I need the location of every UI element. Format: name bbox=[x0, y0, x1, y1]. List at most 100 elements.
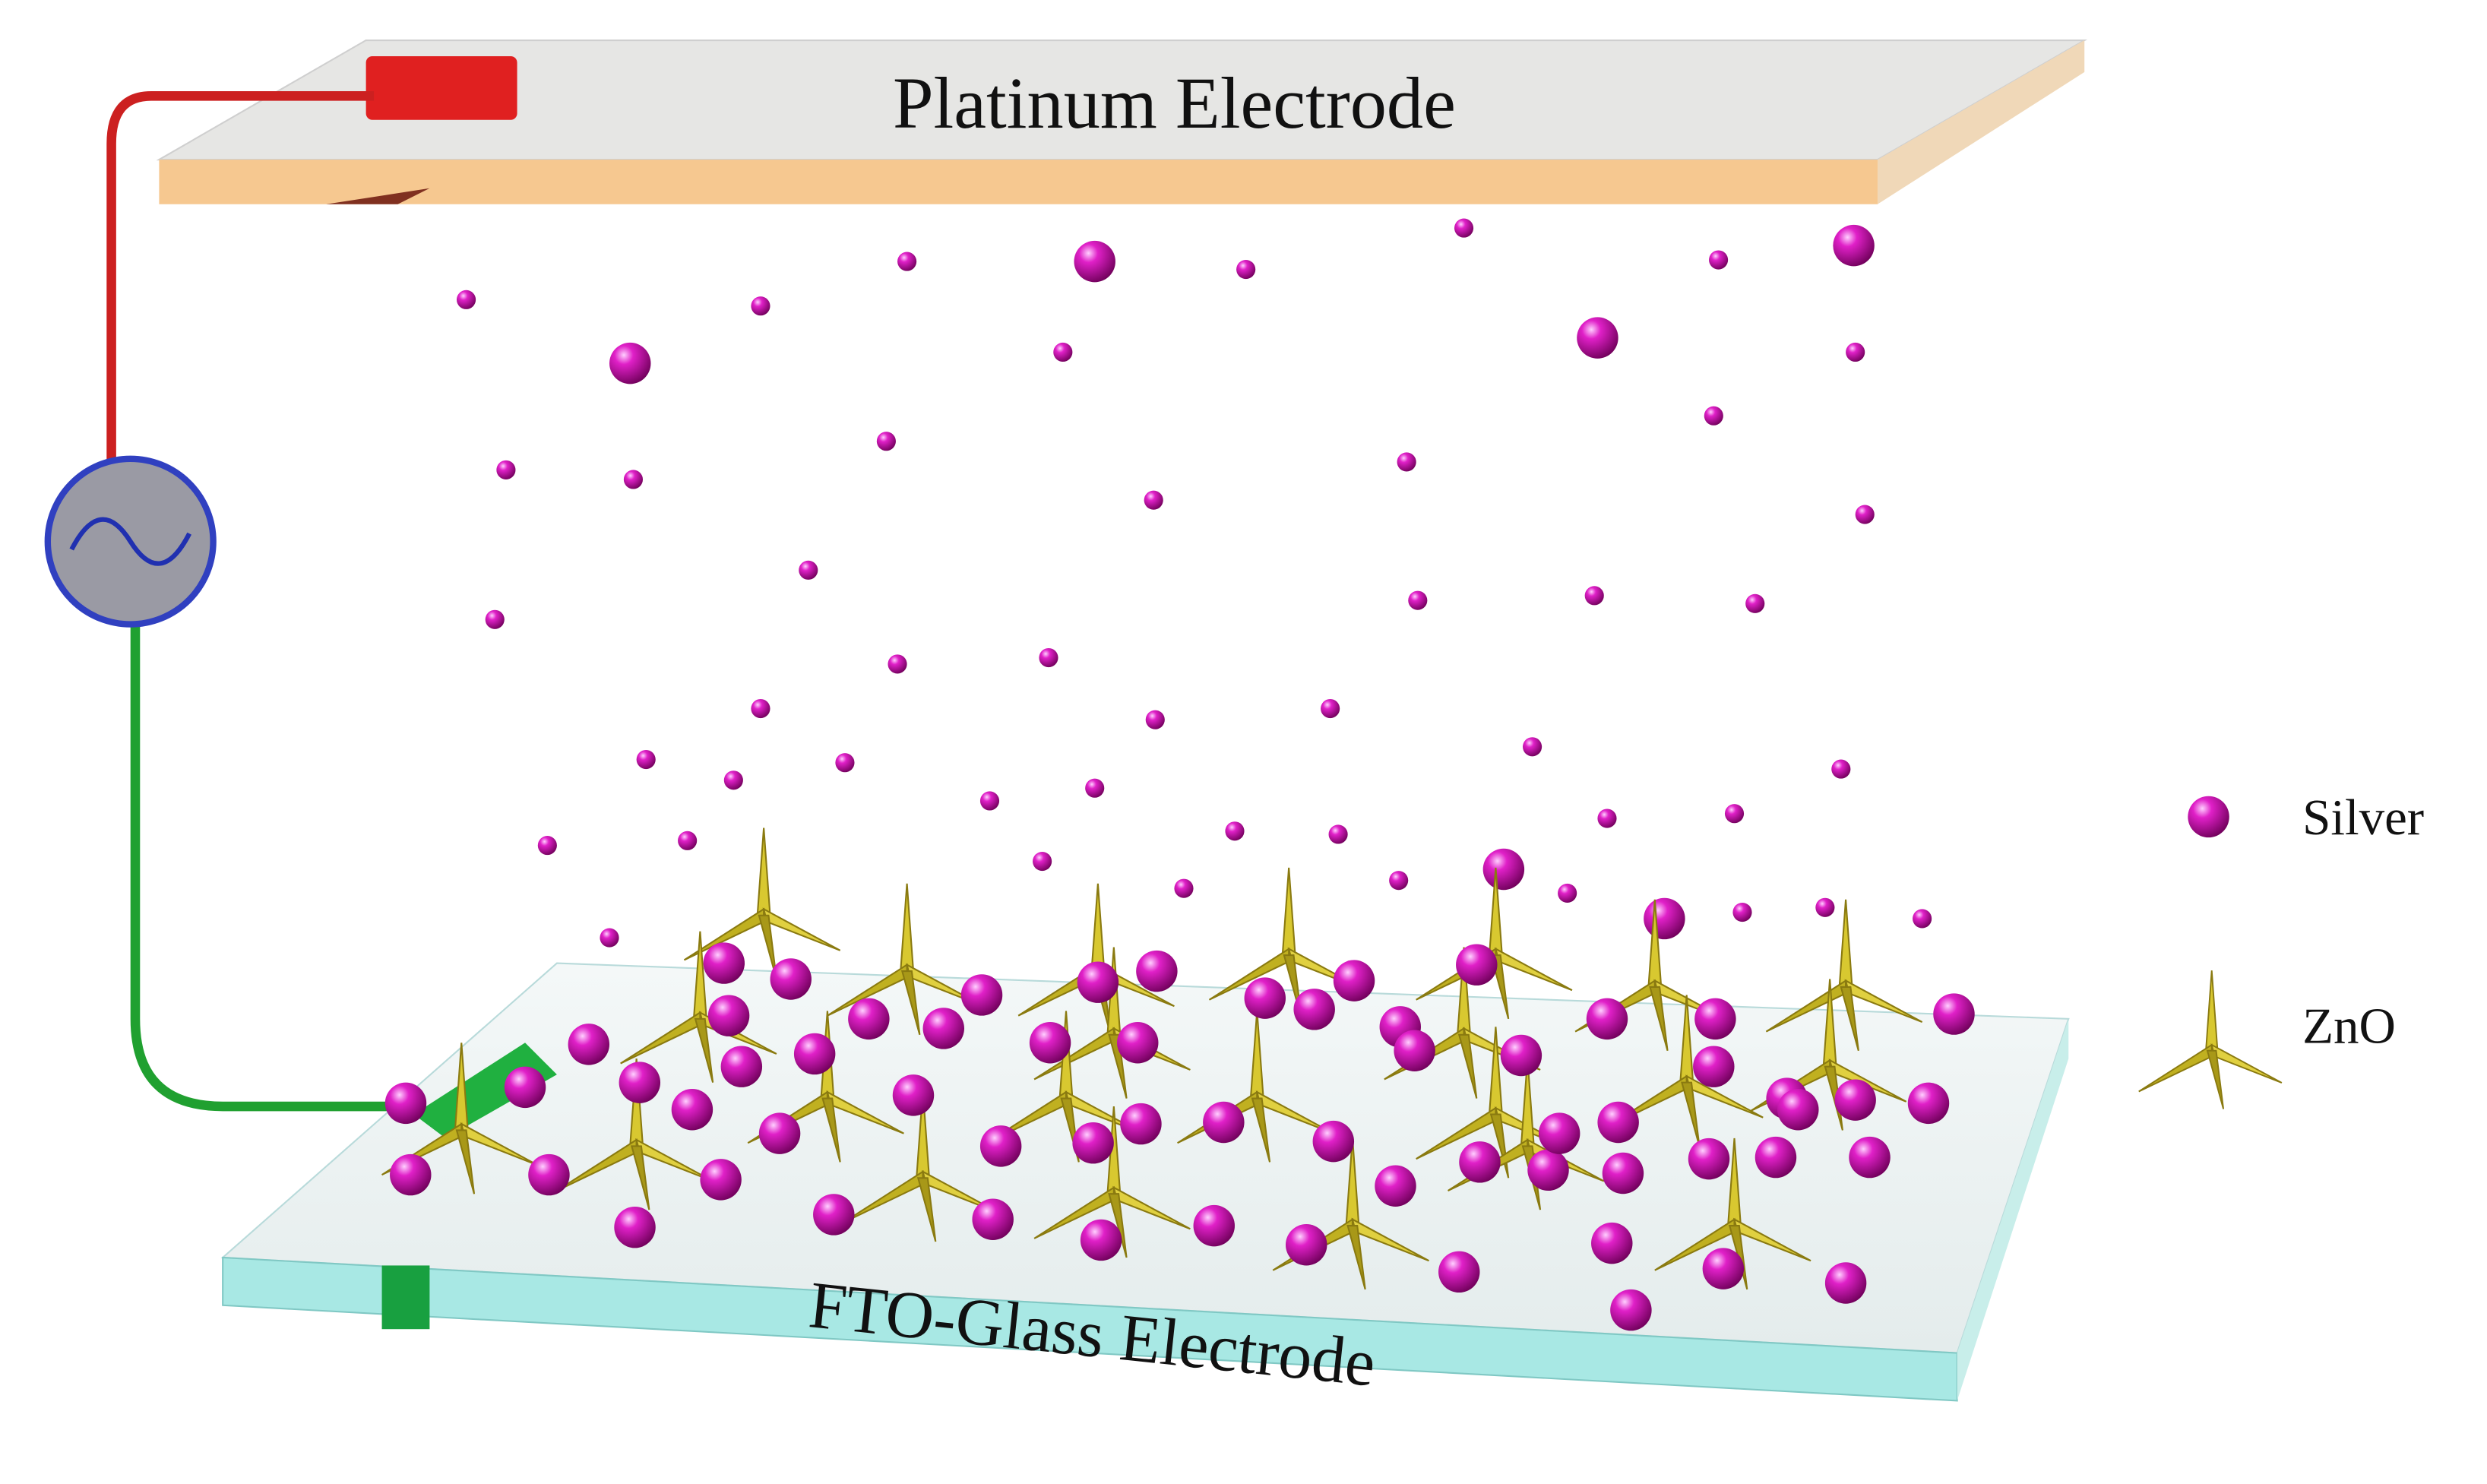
silver-ion bbox=[1236, 260, 1256, 280]
silver-particle bbox=[848, 998, 890, 1040]
silver-ion bbox=[1558, 883, 1577, 903]
silver-particle bbox=[1244, 977, 1286, 1019]
silver-ion bbox=[1053, 342, 1073, 362]
silver-particle bbox=[384, 1082, 427, 1125]
silver-ion bbox=[723, 770, 743, 790]
silver-ion bbox=[1709, 250, 1729, 270]
silver-particle bbox=[1394, 1030, 1435, 1071]
silver-particle bbox=[1591, 1222, 1633, 1264]
silver-particle bbox=[1500, 1034, 1543, 1077]
silver-ion bbox=[1039, 647, 1058, 668]
silver-particle bbox=[1777, 1089, 1819, 1131]
silver-ion bbox=[485, 609, 505, 629]
silver-ion bbox=[979, 791, 1000, 811]
silver-particle bbox=[1203, 1101, 1245, 1144]
silver-particle bbox=[1459, 1141, 1501, 1183]
silver-particle bbox=[813, 1194, 855, 1236]
silver-particle bbox=[892, 1074, 935, 1116]
silver-particle bbox=[568, 1024, 610, 1065]
silver-particle bbox=[793, 1033, 836, 1075]
silver-ion bbox=[1846, 342, 1865, 362]
silver-particle bbox=[720, 1046, 763, 1087]
silver-ion bbox=[636, 749, 656, 770]
silver-particle bbox=[1694, 998, 1736, 1040]
silver-ion bbox=[1577, 317, 1618, 359]
wire-green bbox=[130, 612, 398, 1112]
silver-ion bbox=[1831, 759, 1851, 779]
silver-ion bbox=[609, 342, 651, 384]
silver-particle bbox=[1080, 1219, 1122, 1261]
silver-particle bbox=[707, 995, 750, 1036]
silver-ion bbox=[496, 460, 516, 479]
silver-particle bbox=[972, 1198, 1014, 1240]
connector bbox=[365, 55, 517, 120]
silver-ion bbox=[751, 698, 770, 719]
silver-particle bbox=[1193, 1204, 1235, 1247]
silver-ion bbox=[1397, 452, 1416, 472]
silver-ion bbox=[1328, 824, 1348, 844]
silver-particle bbox=[979, 1125, 1022, 1167]
silver-particle bbox=[1602, 1152, 1644, 1194]
silver-particle bbox=[1933, 993, 1975, 1035]
silver-particle bbox=[922, 1008, 964, 1049]
silver-particle bbox=[960, 974, 1003, 1016]
silver-particle bbox=[1293, 989, 1335, 1030]
silver-particle bbox=[1610, 1289, 1652, 1331]
silver-particle bbox=[1597, 1101, 1639, 1144]
silver-particle bbox=[1285, 1223, 1327, 1266]
silver-particle bbox=[528, 1153, 570, 1196]
silver-ion bbox=[1704, 406, 1723, 426]
silver-ion bbox=[1321, 698, 1340, 719]
silver-particle bbox=[1029, 1022, 1071, 1064]
silver-ion bbox=[537, 836, 557, 856]
top-label: Platinum Electrode bbox=[893, 62, 1456, 144]
silver-particle bbox=[1117, 1022, 1159, 1064]
silver-particle bbox=[1077, 961, 1119, 1003]
silver-particle bbox=[1072, 1122, 1114, 1164]
silver-ion bbox=[1033, 851, 1052, 872]
silver-ion bbox=[1584, 586, 1604, 606]
silver-ion bbox=[1732, 902, 1752, 922]
silver-particle bbox=[1834, 1079, 1876, 1121]
silver-particle bbox=[619, 1062, 661, 1103]
silver-ion bbox=[1482, 848, 1525, 891]
silver-particle bbox=[758, 1112, 801, 1154]
silver-particle bbox=[1849, 1136, 1891, 1179]
silver-particle bbox=[671, 1089, 714, 1131]
silver-ion bbox=[456, 290, 476, 309]
silver-ion bbox=[1225, 821, 1245, 841]
silver-ion bbox=[678, 831, 698, 850]
silver-ion bbox=[1523, 737, 1543, 757]
silver-particle bbox=[1527, 1149, 1569, 1191]
silver-particle bbox=[1333, 960, 1375, 1001]
silver-particle bbox=[770, 958, 812, 1000]
silver-particle bbox=[1120, 1103, 1162, 1145]
wire-red bbox=[106, 91, 375, 470]
silver-ion bbox=[1724, 804, 1745, 824]
silver-ion bbox=[623, 470, 643, 489]
silver-ion bbox=[1085, 778, 1105, 798]
silver-ion bbox=[876, 432, 896, 451]
silver-ion bbox=[1855, 505, 1875, 524]
silver-ion bbox=[1644, 897, 1685, 940]
silver-ion bbox=[888, 654, 907, 674]
silver-particle bbox=[703, 942, 745, 984]
silver-ion bbox=[1408, 590, 1428, 610]
silver-particle bbox=[1312, 1120, 1355, 1163]
silver-ion bbox=[1174, 878, 1194, 898]
legend: Silver ZnO bbox=[2137, 789, 2424, 1110]
silver-ion bbox=[897, 252, 917, 271]
silver-ion bbox=[1074, 240, 1115, 283]
silver-ion bbox=[1389, 871, 1409, 891]
particles bbox=[381, 218, 1975, 1331]
silver-ion bbox=[1145, 710, 1165, 729]
legend-zno-icon bbox=[2137, 970, 2283, 1110]
silver-ion bbox=[600, 928, 619, 948]
silver-particle bbox=[1438, 1251, 1480, 1293]
legend-label: ZnO bbox=[2302, 998, 2396, 1054]
silver-ion bbox=[799, 560, 818, 580]
legend-silver-icon bbox=[2188, 796, 2229, 838]
legend-label: Silver bbox=[2302, 789, 2424, 846]
silver-ion bbox=[1144, 490, 1163, 510]
